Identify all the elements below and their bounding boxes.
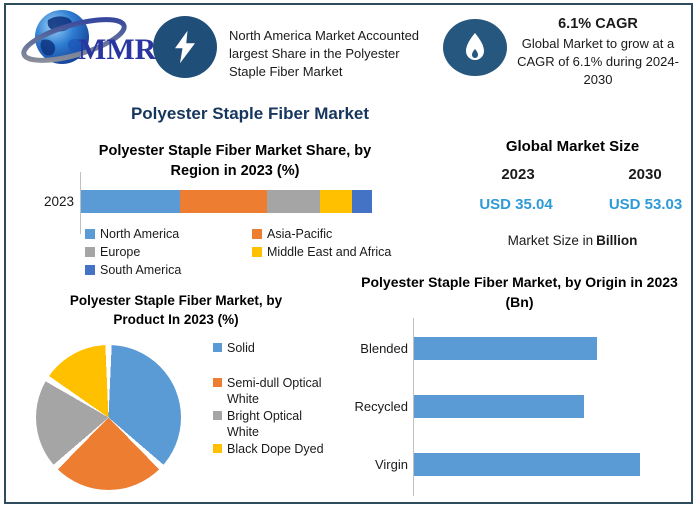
legend-swatch [252,229,262,239]
legend-label: Bright Optical White [227,409,303,439]
legend-label: Europe [100,245,141,259]
legend-solid: Solid [213,340,331,356]
legend-swatch [252,247,262,257]
segment-asia-pacific [179,190,268,213]
logo-text: MMR [78,33,157,66]
origin-bar-virgin [414,453,640,476]
legend-label: Asia-Pacific [267,227,333,241]
legend-label: Black Dope Dyed [227,442,324,456]
footnote-unit: Billion [596,233,638,248]
legend-semi-dull-optical-white: Semi-dull Optical White [213,375,331,407]
product-pie-chart [36,345,181,490]
mmr-logo: MMR [12,6,162,74]
origin-bar-blended [414,337,597,360]
flame-icon [466,32,484,60]
region-chart-axis [80,172,81,234]
origin-label: Recycled [354,399,408,414]
legend-label: Middle East and Africa [267,245,392,259]
legend-swatch [213,343,222,352]
legend-swatch [213,378,222,387]
legend-swatch [213,411,222,420]
product-legend: Solid Semi-dull Optical White Bright Opt… [213,340,331,457]
legend-swatch [213,444,222,453]
footnote-prefix: Market Size in [507,233,594,248]
region-legend: North America Asia-Pacific Europe Middle… [85,227,395,277]
market-size-value-2023: USD 35.04 [479,196,553,213]
segment-middle-east-africa [319,190,352,213]
outer-frame [4,3,693,504]
legend-label: North America [100,227,180,241]
page-title: Polyester Staple Fiber Market [130,104,370,123]
origin-label: Virgin [374,457,408,472]
market-size-year-2030: 2030 [628,166,662,183]
origin-row-recycled: Recycled [330,395,584,418]
region-stacked-bar [81,190,372,213]
headline-text: North America Market Accounted largest S… [229,28,420,79]
segment-north-america [81,190,180,213]
segment-south-america [351,190,372,213]
market-size-year-2023: 2023 [501,166,535,183]
globe-logo-graphic: MMR [21,10,157,66]
legend-middle-east-africa: Middle East and Africa [252,245,395,259]
legend-label: Semi-dull Optical White [227,376,322,406]
cagr-body: Global Market to grow at a CAGR of 6.1% … [517,36,679,87]
origin-chart-title: Polyester Staple Fiber Market, by Origin… [361,274,678,310]
region-category-label: 2023 [43,194,74,209]
legend-north-america: North America [85,227,252,241]
legend-label: South America [100,263,182,277]
cagr-block: 6.1% CAGR Global Market to grow at a CAG… [503,16,693,89]
origin-row-blended: Blended [330,337,597,360]
legend-black-dope-dyed: Black Dope Dyed [213,441,331,457]
legend-bright-optical-white: Bright Optical White [213,408,331,440]
market-size-value-2030: USD 53.03 [608,196,683,213]
legend-europe: Europe [85,245,252,259]
product-chart-title: Polyester Staple Fiber Market, by Produc… [69,293,283,327]
region-chart-title: Polyester Staple Fiber Market Share, by … [98,143,372,179]
lightning-badge [153,16,217,78]
flame-badge [443,19,507,76]
market-size-title: Global Market Size [505,138,640,155]
origin-bar-recycled [414,395,584,418]
segment-europe [267,190,320,213]
origin-label: Blended [360,341,408,356]
lightning-icon [175,30,195,64]
legend-swatch [85,265,95,275]
legend-south-america: South America [85,263,252,277]
origin-chart-axis [413,318,414,496]
market-size-footnote: Market Size in Billion [455,233,690,248]
cagr-title: 6.1% CAGR [558,16,638,32]
legend-swatch [85,229,95,239]
legend-asia-pacific: Asia-Pacific [252,227,395,241]
legend-label: Solid [227,341,255,355]
legend-swatch [85,247,95,257]
origin-row-virgin: Virgin [330,453,640,476]
